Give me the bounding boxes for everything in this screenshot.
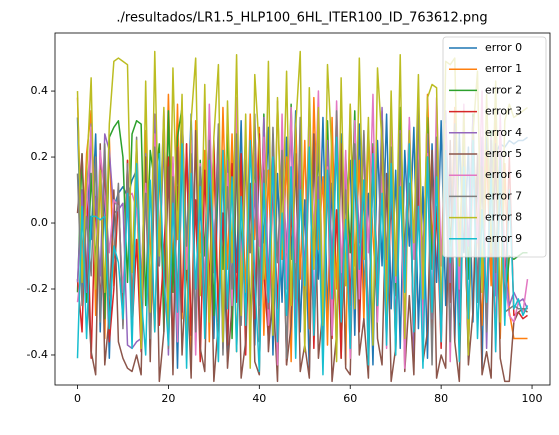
y-tick-label: 0.4 bbox=[31, 84, 49, 97]
x-tick-label: 40 bbox=[252, 392, 266, 405]
legend: error 0 error 1 error 2 error 3 error 4 error… bbox=[442, 36, 547, 258]
axes-frame bbox=[54, 32, 551, 386]
y-tick-label: -0.2 bbox=[27, 282, 48, 295]
y-tick-label: 0.2 bbox=[31, 150, 49, 163]
x-tick-label: 100 bbox=[522, 392, 543, 405]
legend-label: error 2 bbox=[485, 83, 522, 96]
x-tick-label: 20 bbox=[161, 392, 175, 405]
x-tick-label: 0 bbox=[74, 392, 81, 405]
legend-box bbox=[442, 36, 547, 258]
y-tick-label: 0.0 bbox=[31, 216, 49, 229]
legend-label: error 9 bbox=[485, 232, 522, 245]
legend-label: error 0 bbox=[485, 41, 522, 54]
legend-label: error 3 bbox=[485, 105, 522, 118]
legend-label: error 8 bbox=[485, 211, 522, 224]
legend-label: error 7 bbox=[485, 189, 522, 202]
x-tick-label: 60 bbox=[343, 392, 357, 405]
legend-label: error 6 bbox=[485, 168, 522, 181]
y-tick-label: -0.4 bbox=[27, 348, 48, 361]
x-tick-label: 80 bbox=[434, 392, 448, 405]
legend-label: error 1 bbox=[485, 62, 522, 75]
chart-title: ./resultados/LR1.5_HLP100_6HL_ITER100_ID… bbox=[116, 11, 487, 26]
legend-label: error 4 bbox=[485, 126, 522, 139]
legend-label: error 5 bbox=[485, 147, 522, 160]
